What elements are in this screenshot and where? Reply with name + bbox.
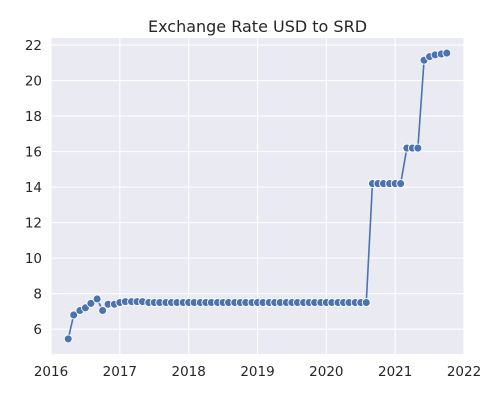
data-point (361, 298, 371, 307)
x-tick-label: 2016 (34, 364, 68, 380)
data-point (69, 310, 79, 320)
data-point (86, 298, 96, 308)
y-tick-label: 22 (25, 38, 42, 54)
data-point (98, 306, 108, 315)
y-tick-label: 8 (33, 287, 42, 303)
data-point (63, 334, 73, 344)
x-tick-label: 2017 (103, 364, 137, 380)
y-tick-label: 18 (25, 109, 42, 125)
y-tick-label: 12 (25, 216, 42, 232)
x-tick-label: 2018 (171, 364, 205, 380)
chart-title: Exchange Rate USD to SRD (148, 17, 367, 36)
data-point (396, 179, 406, 189)
data-point (442, 48, 452, 58)
series-layer (63, 48, 452, 344)
x-tick-label: 2022 (447, 364, 481, 380)
x-tick-label: 2019 (240, 364, 274, 380)
y-tick-label: 16 (25, 145, 42, 161)
x-tick-label: 2021 (378, 364, 412, 380)
y-tick-label: 10 (25, 251, 42, 267)
y-tick-label: 20 (25, 74, 42, 90)
x-axis-ticks: 2016 2017 2018 2019 2020 2021 2022 (34, 364, 481, 380)
data-point (92, 294, 102, 304)
data-point (413, 143, 423, 153)
y-tick-label: 6 (33, 322, 42, 338)
y-tick-label: 14 (25, 180, 42, 196)
y-axis-ticks: 6 8 10 12 14 16 18 20 22 (25, 38, 42, 338)
x-tick-label: 2020 (309, 364, 343, 380)
